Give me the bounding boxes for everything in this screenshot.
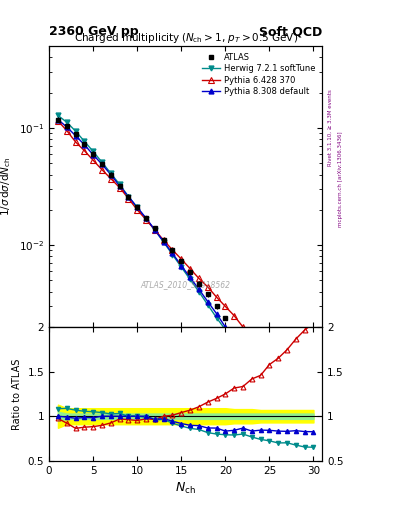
Title: Charged multiplicity ($N_\mathrm{ch}>1$, $p_T>0.5$ GeV): Charged multiplicity ($N_\mathrm{ch}>1$,… — [73, 31, 298, 45]
Legend: ATLAS, Herwig 7.2.1 softTune, Pythia 6.428 370, Pythia 8.308 default: ATLAS, Herwig 7.2.1 softTune, Pythia 6.4… — [199, 50, 318, 99]
Text: mcplots.cern.ch [arXiv:1306.3436]: mcplots.cern.ch [arXiv:1306.3436] — [338, 132, 343, 227]
Text: Rivet 3.1.10, ≥ 3.3M events: Rivet 3.1.10, ≥ 3.3M events — [328, 90, 333, 166]
Text: 2360 GeV pp: 2360 GeV pp — [49, 26, 139, 38]
Y-axis label: $1/\sigma\,\mathrm{d}\sigma/\mathrm{d}N_\mathrm{ch}$: $1/\sigma\,\mathrm{d}\sigma/\mathrm{d}N_… — [0, 157, 13, 216]
Text: Soft QCD: Soft QCD — [259, 26, 322, 38]
Y-axis label: Ratio to ATLAS: Ratio to ATLAS — [12, 358, 22, 430]
Text: ATLAS_2010_S8918562: ATLAS_2010_S8918562 — [141, 281, 231, 289]
X-axis label: $N_\mathrm{ch}$: $N_\mathrm{ch}$ — [175, 481, 196, 496]
